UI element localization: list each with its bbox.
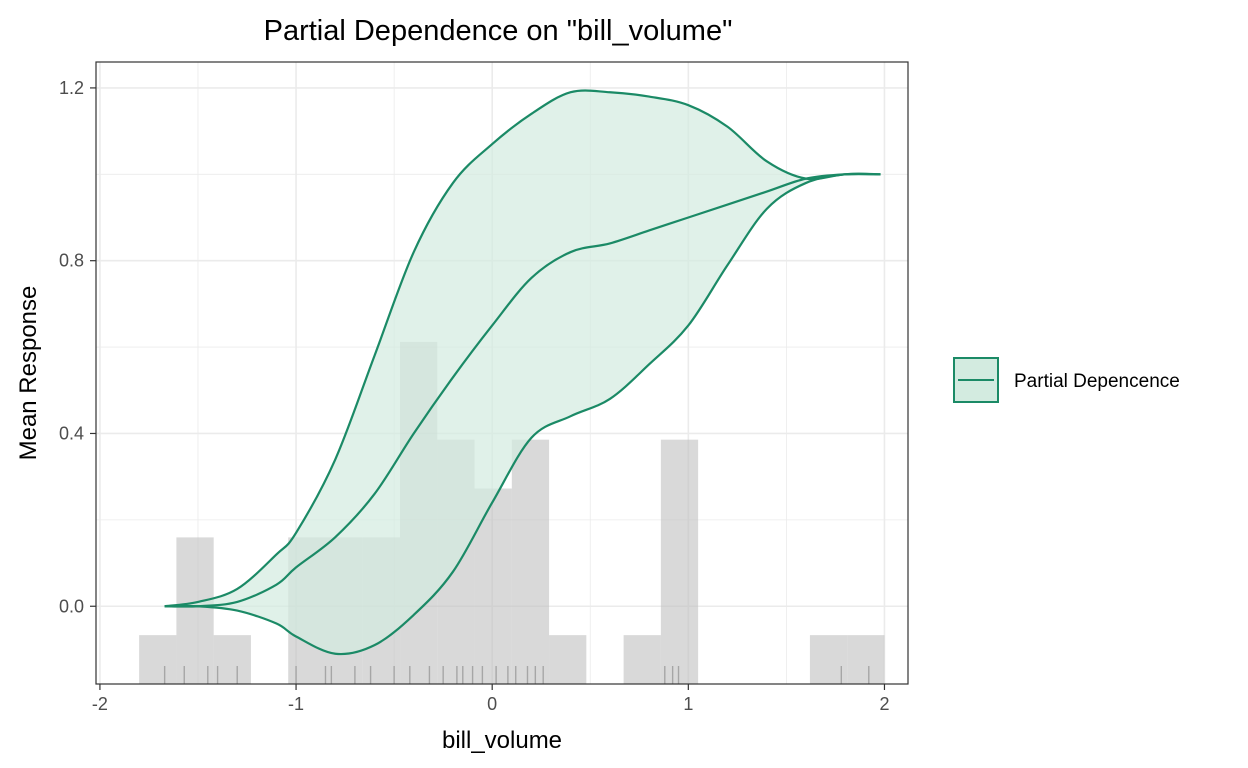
x-tick-label: 2 (879, 694, 889, 714)
x-tick-label: 0 (487, 694, 497, 714)
histogram-bar (549, 635, 587, 684)
x-tick-label: 1 (683, 694, 693, 714)
x-tick-label: -1 (288, 694, 304, 714)
legend-label: Partial Depencence (1014, 371, 1180, 392)
histogram-bar (511, 439, 550, 684)
confidence-band (164, 90, 881, 655)
x-tick-label: -2 (92, 694, 108, 714)
histogram-bar (623, 635, 661, 684)
series-layer (164, 89, 881, 656)
histogram-bar (139, 635, 177, 684)
x-axis: -2 -1 0 1 2 (92, 684, 889, 714)
chart-title: Partial Dependence on "bill_volume" (264, 15, 733, 47)
y-tick-label: 1.2 (59, 78, 84, 98)
histogram-bar (660, 439, 699, 684)
plot-panel-border (95, 61, 909, 685)
histogram-bar (213, 635, 251, 684)
y-axis-title: Mean Response (15, 286, 42, 461)
rug-marks (163, 666, 870, 684)
y-axis: 0.0 0.4 0.8 1.2 (59, 78, 96, 616)
y-tick-label: 0.8 (59, 251, 84, 271)
y-tick-label: 0.4 (59, 423, 84, 443)
x-axis-title: bill_volume (442, 727, 562, 754)
partial-dependence-line (164, 172, 881, 608)
upper-bound-line (164, 89, 881, 608)
histogram-bar (176, 537, 214, 684)
legend: Partial Depencence (953, 357, 1180, 403)
histogram-bar (847, 635, 885, 684)
lower-bound-line (164, 172, 881, 656)
y-tick-label: 0.0 (59, 596, 84, 616)
